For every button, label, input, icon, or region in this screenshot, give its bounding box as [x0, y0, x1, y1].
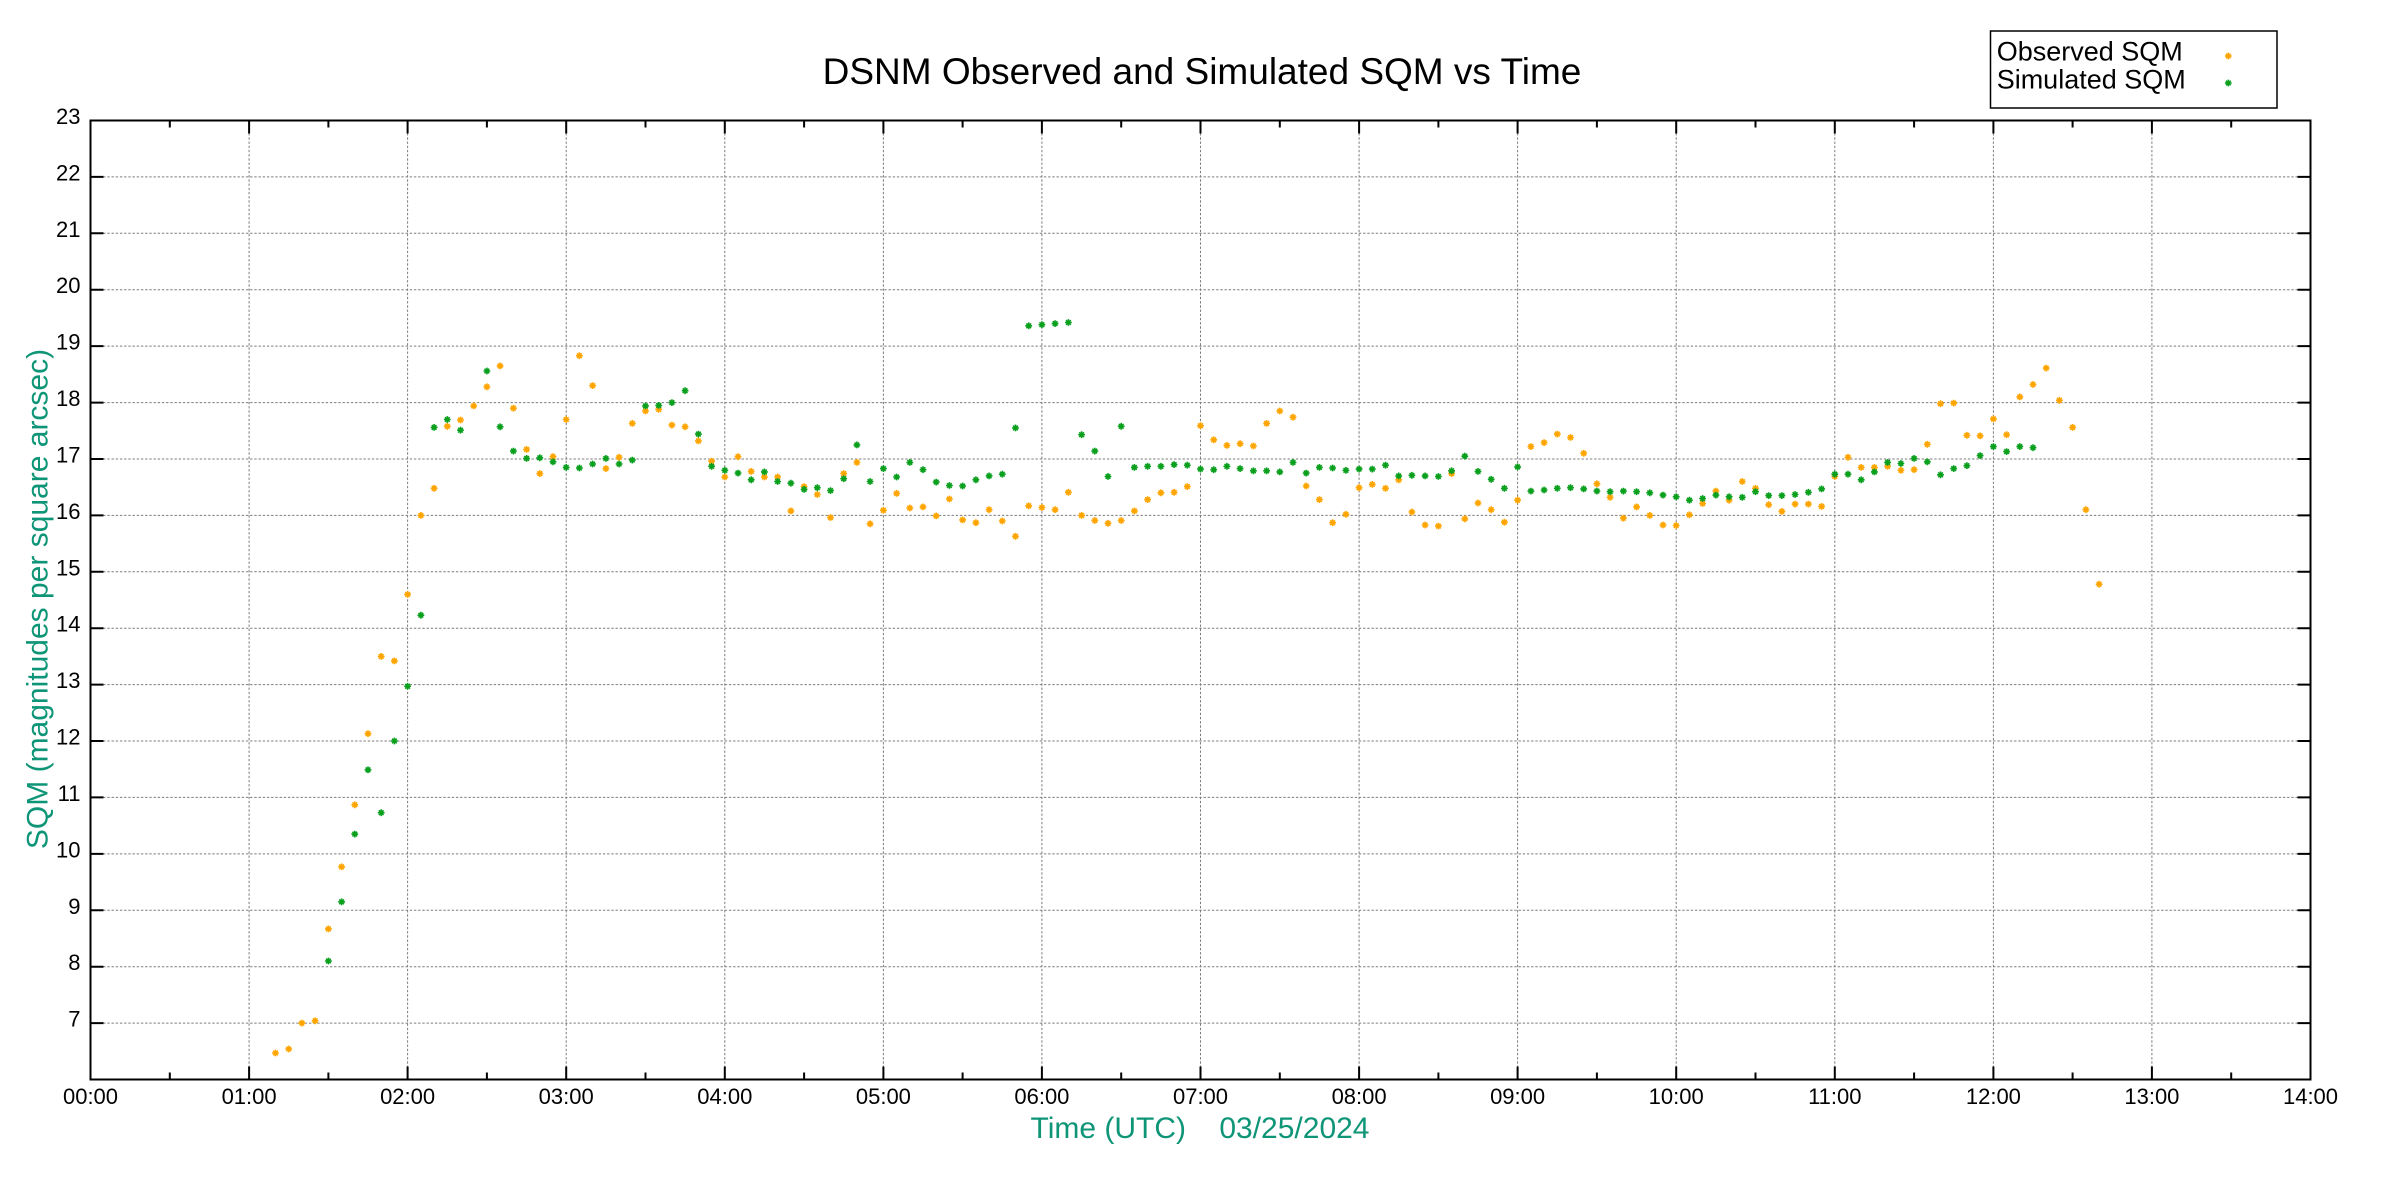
svg-text:05:00: 05:00: [856, 1084, 911, 1109]
svg-text:Time (UTC) 03/25/2024: Time (UTC) 03/25/2024: [1030, 1112, 1369, 1145]
svg-text:14: 14: [56, 612, 80, 637]
svg-text:Simulated SQM: Simulated SQM: [1997, 65, 2186, 95]
svg-text:7: 7: [68, 1007, 80, 1032]
svg-text:9: 9: [68, 894, 80, 919]
svg-text:12: 12: [56, 725, 80, 750]
svg-text:13:00: 13:00: [2124, 1084, 2179, 1109]
svg-text:02:00: 02:00: [380, 1084, 435, 1109]
svg-text:16: 16: [56, 499, 80, 524]
svg-text:00:00: 00:00: [63, 1084, 118, 1109]
svg-text:15: 15: [56, 555, 80, 580]
svg-text:03:00: 03:00: [539, 1084, 594, 1109]
svg-text:10:00: 10:00: [1649, 1084, 1704, 1109]
svg-text:06:00: 06:00: [1014, 1084, 1069, 1109]
svg-text:14:00: 14:00: [2283, 1084, 2338, 1109]
svg-text:22: 22: [56, 160, 80, 185]
svg-text:10: 10: [56, 837, 80, 862]
svg-text:20: 20: [56, 273, 80, 298]
svg-text:Observed SQM: Observed SQM: [1997, 37, 2183, 67]
svg-text:07:00: 07:00: [1173, 1084, 1228, 1109]
svg-text:21: 21: [56, 217, 80, 242]
svg-text:8: 8: [68, 950, 80, 975]
svg-text:08:00: 08:00: [1332, 1084, 1387, 1109]
svg-text:13: 13: [56, 668, 80, 693]
svg-text:12:00: 12:00: [1966, 1084, 2021, 1109]
svg-text:11:00: 11:00: [1808, 1084, 1861, 1109]
svg-text:01:00: 01:00: [222, 1084, 277, 1109]
svg-text:17: 17: [56, 443, 80, 468]
svg-text:19: 19: [56, 330, 80, 355]
svg-text:04:00: 04:00: [697, 1084, 752, 1109]
svg-text:23: 23: [56, 104, 80, 129]
svg-text:DSNM Observed and Simulated SQ: DSNM Observed and Simulated SQM vs Time: [823, 51, 1582, 92]
svg-text:SQM (magnitudes per square arc: SQM (magnitudes per square arcsec): [22, 349, 55, 849]
svg-text:18: 18: [56, 386, 80, 411]
svg-text:11: 11: [58, 781, 81, 806]
svg-text:09:00: 09:00: [1490, 1084, 1545, 1109]
